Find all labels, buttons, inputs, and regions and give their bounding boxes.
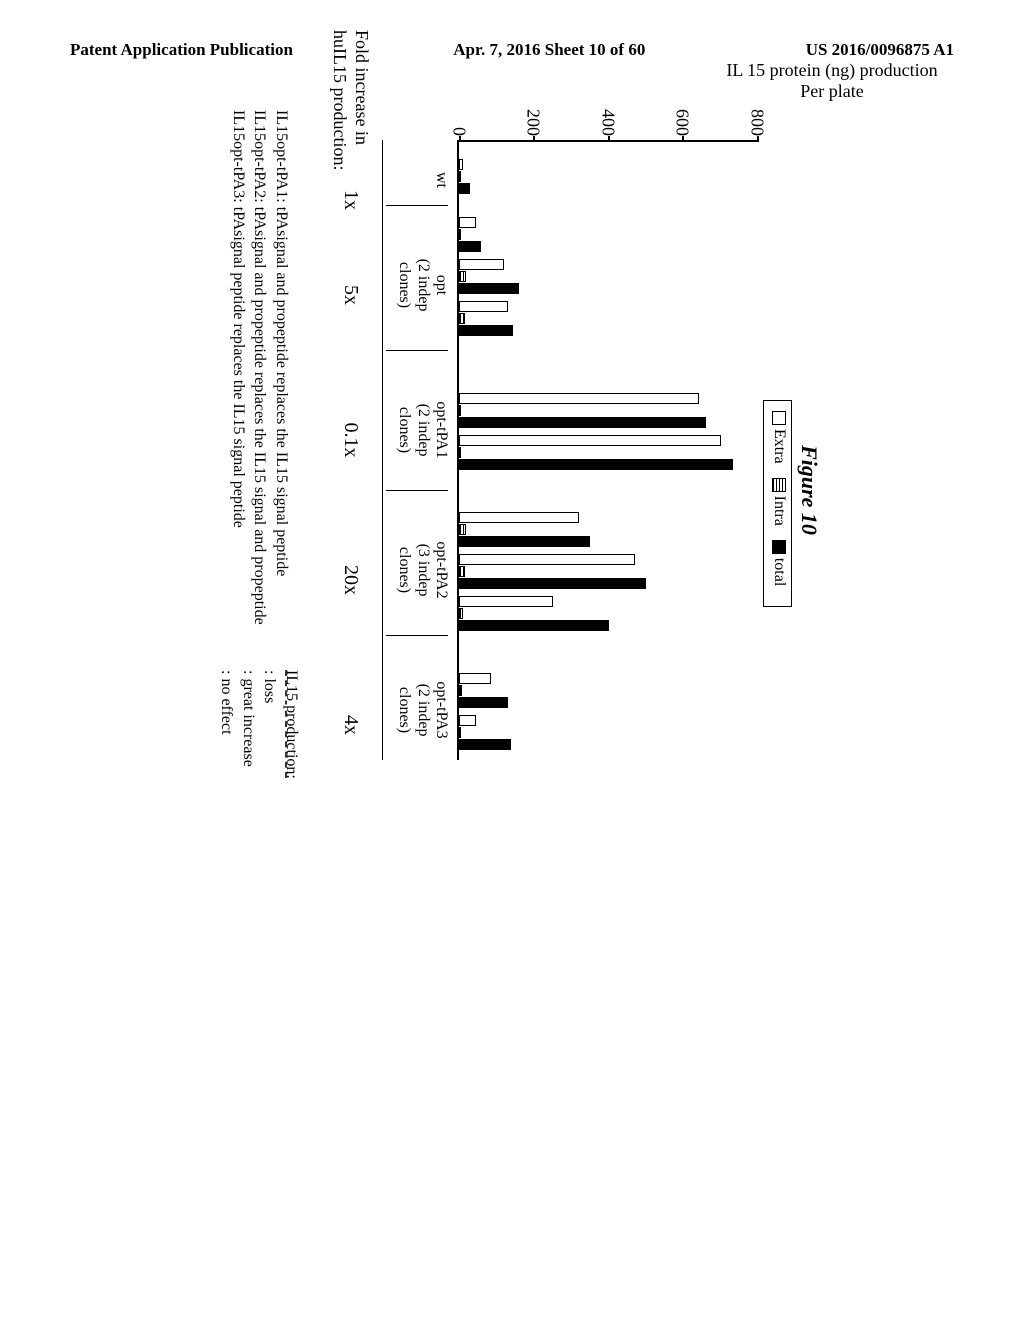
- bar-extra: [459, 673, 491, 684]
- swatch-total: [772, 540, 786, 554]
- bar-triplet: [459, 596, 609, 631]
- y-tick: 200: [523, 92, 544, 142]
- header-right: US 2016/0096875 A1: [806, 40, 954, 60]
- bar-triplet: [459, 159, 470, 194]
- x-label: opt (2 indep clones): [395, 235, 450, 335]
- bar-intra: [459, 229, 461, 240]
- bar-triplet: [459, 217, 482, 252]
- effect-great: : great increase: [237, 670, 259, 779]
- chart-legend: Extra Intra total: [763, 400, 792, 607]
- bar-intra: [459, 447, 461, 458]
- fold-value: 1x: [339, 160, 362, 240]
- x-axis-labels: wt opt (2 indep clones) opt-tPA1 (2 indep …: [382, 140, 452, 760]
- swatch-intra: [772, 478, 786, 492]
- bar-extra: [459, 512, 579, 523]
- bar-triplet: [459, 301, 513, 336]
- bar-total: [459, 241, 482, 252]
- y-tick: 800: [747, 92, 768, 142]
- x-label: opt-tPA3 (2 indep clones): [395, 650, 450, 770]
- bar-total: [459, 325, 513, 336]
- bar-intra: [459, 566, 465, 577]
- bar-triplet: [459, 512, 590, 547]
- fold-value: 0.1x: [339, 400, 362, 480]
- bar-triplet: [459, 715, 512, 750]
- construct-notes: IL15opt-tPA1: tPAsignal and propeptide r…: [227, 110, 292, 625]
- bar-total: [459, 459, 733, 470]
- fold-label: Fold increase in huIL15 production:: [329, 30, 372, 180]
- note-tpa1: IL15opt-tPA1: tPAsignal and propeptide r…: [270, 110, 292, 625]
- bar-total: [459, 620, 609, 631]
- bar-triplet: [459, 435, 733, 470]
- bar-total: [459, 697, 508, 708]
- bar-intra: [459, 727, 461, 738]
- bar-extra: [459, 259, 504, 270]
- effect-loss: : loss: [259, 670, 281, 779]
- bar-extra: [459, 159, 463, 170]
- bar-total: [459, 578, 647, 589]
- fold-value: 5x: [339, 255, 362, 335]
- bar-triplet: [459, 393, 707, 428]
- y-tick: 400: [598, 92, 619, 142]
- bar-total: [459, 417, 707, 428]
- bar-total: [459, 536, 590, 547]
- bar-extra: [459, 435, 722, 446]
- note-tpa3: IL15opt-tPA3: tPAsignal peptide replaces…: [227, 110, 249, 625]
- bar-intra: [459, 405, 461, 416]
- note-tpa2: IL15opt-tPA2: tPAsignal and propeptide r…: [249, 110, 271, 625]
- il15-production-effects: IL15 production: : loss : great increase…: [216, 670, 302, 779]
- bar-extra: [459, 596, 553, 607]
- bar-total: [459, 183, 470, 194]
- bar-triplet: [459, 554, 647, 589]
- legend-intra: Intra: [770, 478, 788, 526]
- bar-extra: [459, 301, 508, 312]
- fold-value: 4x: [339, 685, 362, 765]
- bar-extra: [459, 554, 635, 565]
- figure-title: Figure 10: [796, 30, 822, 950]
- fold-value: 20x: [339, 540, 362, 620]
- x-label: wt: [432, 155, 450, 205]
- chart-plot-area: 0200400600800: [457, 140, 757, 760]
- bar-extra: [459, 217, 476, 228]
- x-label: opt-tPA2 (3 indep clones): [395, 510, 450, 630]
- y-axis-label: IL 15 protein (ng) production Per plate: [692, 60, 972, 102]
- effect-none: : no effect: [216, 670, 238, 779]
- y-tick: 0: [449, 92, 470, 142]
- bar-total: [459, 283, 519, 294]
- x-label: opt-tPA1 (2 indep clones): [395, 370, 450, 490]
- bar-intra: [459, 271, 467, 282]
- bar-total: [459, 739, 512, 750]
- legend-extra: Extra: [770, 411, 788, 464]
- bar-triplet: [459, 673, 508, 708]
- bar-intra: [459, 313, 465, 324]
- bar-intra: [459, 171, 461, 182]
- y-tick: 600: [672, 92, 693, 142]
- bar-extra: [459, 715, 476, 726]
- swatch-extra: [772, 411, 786, 425]
- figure-10: Figure 10 Extra Intra total IL 15 protei…: [202, 30, 822, 950]
- bar-intra: [459, 524, 466, 535]
- bar-intra: [459, 685, 462, 696]
- il15-title: IL15 production:: [280, 670, 302, 779]
- bars-container: [459, 142, 757, 760]
- bar-triplet: [459, 259, 519, 294]
- bar-intra: [459, 608, 464, 619]
- legend-total: total: [770, 540, 788, 586]
- bar-extra: [459, 393, 699, 404]
